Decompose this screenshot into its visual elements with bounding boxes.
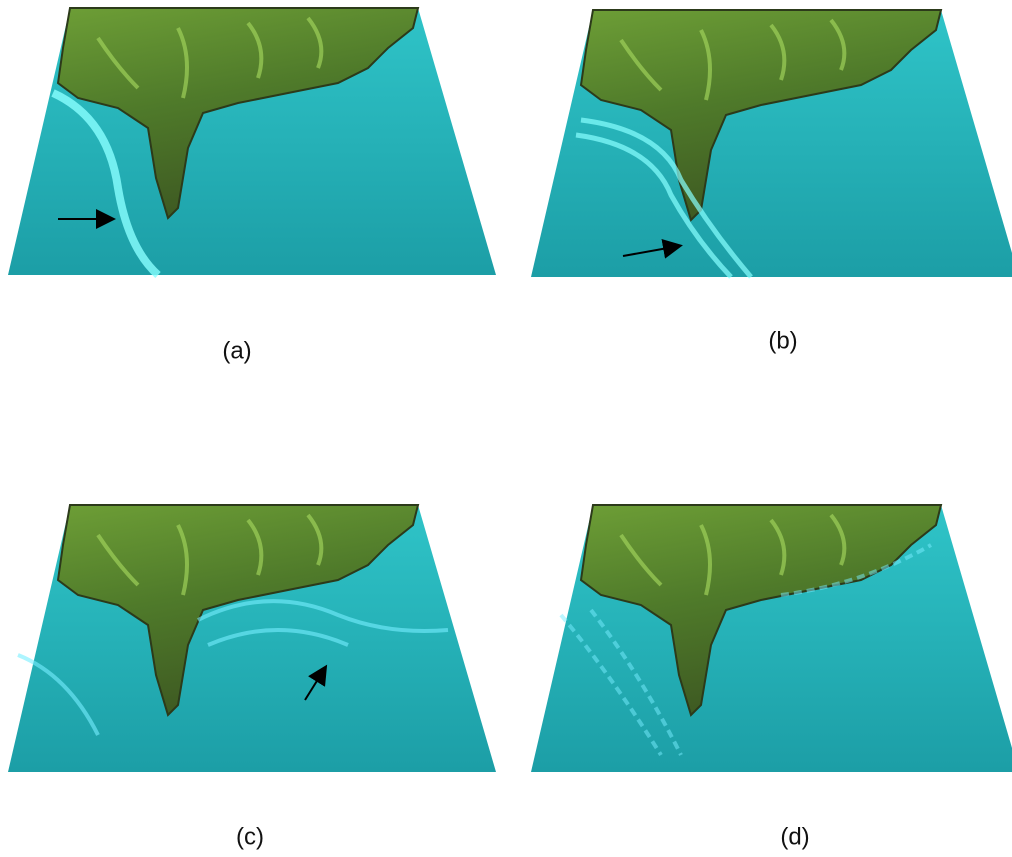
panel-b xyxy=(531,10,1012,277)
panel-label: (b) xyxy=(768,327,797,354)
panel-c xyxy=(8,505,496,772)
panel-label: (c) xyxy=(236,823,264,850)
panel-a xyxy=(8,8,496,275)
figure: (a) (b) (c) (d) xyxy=(0,0,1012,857)
panel-d xyxy=(531,505,1012,772)
panel-label: (a) xyxy=(222,337,251,364)
page: (a) (b) (c) (d) (() => { const data = JS… xyxy=(0,0,1012,857)
panel-label: (d) xyxy=(780,823,809,850)
